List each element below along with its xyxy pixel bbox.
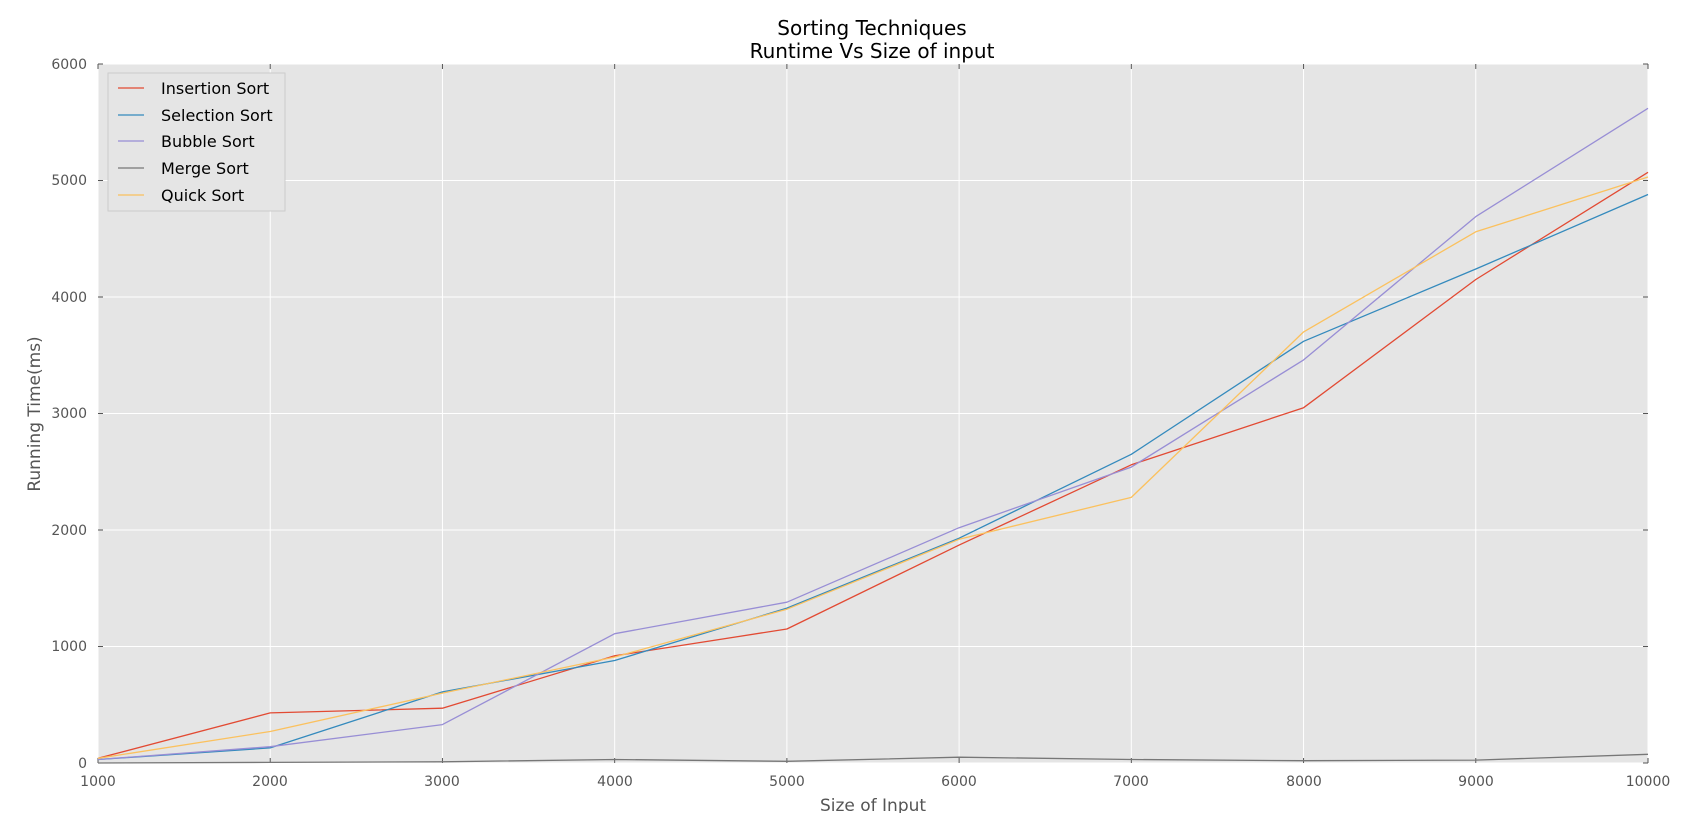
legend-label-merge-sort: Merge Sort — [161, 159, 249, 178]
series-line-merge-sort — [97, 753, 1649, 764]
y-tick-label: 5000 — [51, 173, 87, 189]
legend-item-insertion-sort: Insertion Sort — [118, 79, 269, 98]
x-tick-label: 6000 — [941, 774, 977, 790]
y-tick-label: 3000 — [51, 406, 87, 422]
y-axis-label: Running Time(ms) — [25, 336, 45, 491]
series-line-bubble-sort — [97, 107, 1649, 761]
y-tick-label: 2000 — [51, 523, 87, 539]
y-tick-label: 4000 — [51, 290, 87, 306]
y-tick-label: 0 — [78, 756, 87, 772]
x-tick-label: 10000 — [1626, 774, 1671, 790]
series-line-selection-sort — [97, 193, 1649, 761]
legend-item-selection-sort: Selection Sort — [118, 106, 273, 125]
legend-box — [107, 72, 286, 212]
x-tick-label: 7000 — [1113, 774, 1149, 790]
legend-label-quick-sort: Quick Sort — [161, 186, 244, 205]
x-axis-label: Size of Input — [820, 796, 926, 813]
x-tick-label: 4000 — [597, 774, 633, 790]
chart-subtitle: Runtime Vs Size of input — [750, 39, 995, 63]
series-line-insertion-sort — [97, 171, 1649, 759]
legend-label-bubble-sort: Bubble Sort — [161, 132, 255, 151]
y-tick-label: 1000 — [51, 639, 87, 655]
legend-label-selection-sort: Selection Sort — [161, 106, 273, 125]
legend: Insertion Sort Selection Sort Bubble Sor… — [107, 72, 286, 212]
axis-ticks — [97, 63, 1649, 764]
chart-title: Sorting Techniques — [777, 16, 966, 40]
x-tick-label: 3000 — [424, 774, 460, 790]
x-tick-label: 8000 — [1286, 774, 1322, 790]
x-tick-label: 1000 — [80, 774, 116, 790]
y-tick-label: 6000 — [51, 57, 87, 73]
legend-item-bubble-sort: Bubble Sort — [118, 132, 255, 151]
x-tick-label: 9000 — [1458, 774, 1494, 790]
series-line-quick-sort — [97, 176, 1649, 759]
series-lines — [97, 107, 1649, 764]
x-tick-label: 2000 — [252, 774, 288, 790]
legend-label-insertion-sort: Insertion Sort — [161, 79, 269, 98]
y-tick-labels: 0 1000 2000 3000 4000 5000 6000 — [51, 57, 87, 772]
legend-item-quick-sort: Quick Sort — [118, 186, 244, 205]
legend-item-merge-sort: Merge Sort — [118, 159, 249, 178]
x-tick-labels: 1000 2000 3000 4000 5000 6000 7000 8000 … — [80, 774, 1670, 790]
x-tick-label: 5000 — [769, 774, 805, 790]
